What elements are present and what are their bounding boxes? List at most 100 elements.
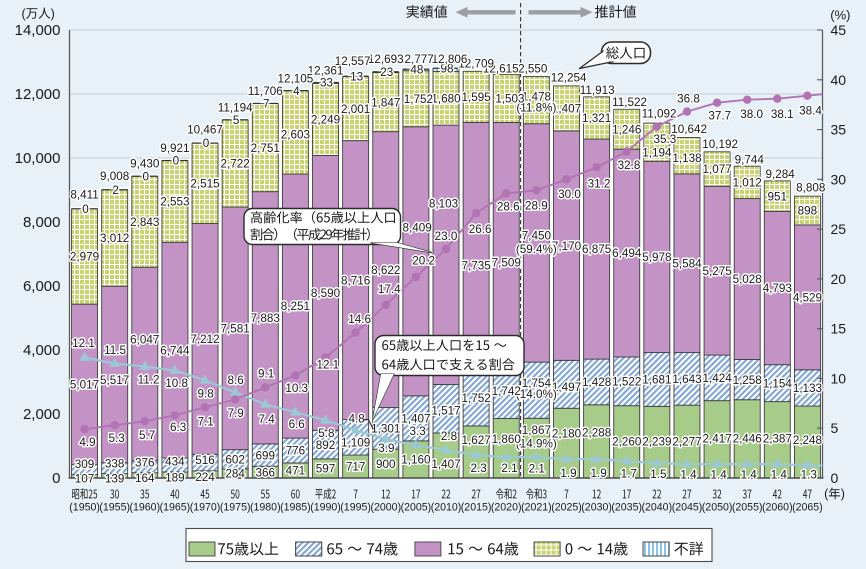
svg-text:17.4: 17.4 [378, 283, 401, 296]
svg-text:2,288: 2,288 [582, 427, 611, 440]
svg-text:0: 0 [52, 470, 60, 487]
svg-text:9.1: 9.1 [258, 367, 274, 380]
svg-text:1,428: 1,428 [582, 376, 611, 389]
svg-text:9,744: 9,744 [735, 154, 765, 167]
svg-text:(1960): (1960) [129, 501, 160, 513]
svg-text:6.3: 6.3 [170, 421, 186, 434]
svg-text:12,361: 12,361 [308, 65, 344, 78]
svg-text:3.9: 3.9 [378, 442, 394, 455]
svg-text:1,424: 1,424 [702, 372, 732, 385]
svg-text:(2000): (2000) [370, 501, 401, 513]
svg-text:1.4: 1.4 [771, 469, 788, 482]
svg-text:10: 10 [831, 370, 847, 386]
svg-text:2,248: 2,248 [793, 434, 822, 447]
svg-text:1,138: 1,138 [672, 152, 701, 165]
svg-text:1.4: 1.4 [710, 469, 727, 482]
svg-text:13: 13 [350, 70, 363, 83]
svg-text:10,192: 10,192 [702, 138, 738, 151]
svg-text:5,275: 5,275 [702, 265, 732, 278]
svg-text:7,212: 7,212 [190, 333, 219, 346]
svg-text:6,875: 6,875 [582, 243, 612, 256]
svg-text:602: 602 [225, 453, 245, 466]
svg-text:8,808: 8,808 [796, 181, 825, 194]
svg-text:4,000: 4,000 [23, 342, 61, 359]
svg-text:5.3: 5.3 [108, 432, 124, 445]
svg-text:(14.9%): (14.9%) [516, 437, 557, 450]
svg-text:(1965): (1965) [160, 501, 191, 513]
svg-text:717: 717 [346, 461, 366, 474]
svg-text:6,744: 6,744 [160, 344, 190, 357]
svg-text:(1985): (1985) [280, 501, 311, 513]
svg-text:(: ( [22, 7, 27, 21]
svg-text:9.8: 9.8 [198, 388, 214, 401]
svg-text:30: 30 [831, 171, 847, 187]
svg-text:1,133: 1,133 [793, 382, 822, 395]
svg-text:1,595: 1,595 [461, 91, 491, 104]
svg-text:2,515: 2,515 [190, 177, 220, 190]
svg-text:10,467: 10,467 [187, 123, 223, 136]
svg-text:2,001: 2,001 [341, 103, 370, 116]
svg-text:1,258: 1,258 [733, 374, 762, 387]
svg-text:1.9: 1.9 [560, 467, 576, 480]
svg-text:4.8: 4.8 [349, 413, 365, 426]
svg-text:1,752: 1,752 [461, 392, 490, 405]
svg-text:4,793: 4,793 [763, 282, 792, 295]
svg-text:1,160: 1,160 [401, 454, 431, 467]
svg-text:2,180: 2,180 [552, 428, 582, 441]
svg-text:(2060): (2060) [762, 501, 793, 513]
svg-text:(11.8%): (11.8%) [516, 102, 556, 115]
svg-text:(2020): (2020) [491, 501, 522, 513]
svg-text:892: 892 [316, 439, 336, 452]
svg-text:139: 139 [105, 472, 125, 485]
svg-text:15: 15 [831, 321, 847, 337]
svg-text:(2035): (2035) [611, 501, 642, 513]
svg-text:(2055): (2055) [732, 501, 763, 513]
svg-text:5: 5 [233, 114, 240, 127]
svg-text:10.8: 10.8 [165, 377, 188, 390]
svg-text:2,417: 2,417 [702, 432, 731, 445]
svg-text:(2030): (2030) [581, 501, 612, 513]
svg-text:1,627: 1,627 [461, 434, 490, 447]
svg-text:9,008: 9,008 [100, 170, 129, 183]
svg-text:12,806: 12,806 [432, 53, 468, 66]
svg-text:366: 366 [256, 466, 276, 479]
svg-text:6,000: 6,000 [23, 278, 61, 295]
svg-text:1,407: 1,407 [552, 103, 581, 116]
svg-text:8,000: 8,000 [23, 214, 61, 231]
svg-text:699: 699 [256, 449, 276, 462]
svg-text:38.1: 38.1 [771, 108, 794, 121]
svg-text:(1980): (1980) [250, 501, 281, 513]
svg-text:0: 0 [831, 470, 839, 486]
svg-text:164: 164 [135, 472, 155, 485]
svg-text:8,590: 8,590 [311, 287, 341, 300]
svg-text:7,581: 7,581 [221, 323, 250, 336]
svg-text:8.6: 8.6 [228, 374, 244, 387]
svg-text:(2045): (2045) [672, 501, 703, 513]
svg-text:(1995): (1995) [340, 501, 371, 513]
svg-text:32.8: 32.8 [618, 159, 641, 172]
svg-text:(2040): (2040) [641, 501, 672, 513]
svg-text:12,709: 12,709 [458, 57, 494, 70]
svg-text:5: 5 [831, 420, 839, 436]
svg-text:5,017: 5,017 [70, 379, 99, 392]
svg-text:9,284: 9,284 [765, 168, 795, 181]
svg-text:20: 20 [831, 271, 847, 287]
svg-text:338: 338 [105, 457, 125, 470]
svg-text:2,260: 2,260 [612, 435, 642, 448]
svg-text:1,321: 1,321 [582, 112, 611, 125]
svg-text:2,239: 2,239 [642, 435, 671, 448]
svg-text:597: 597 [316, 463, 336, 476]
svg-text:2,553: 2,553 [160, 196, 189, 209]
svg-text:12,000: 12,000 [15, 86, 61, 103]
svg-text:2,751: 2,751 [251, 142, 280, 155]
svg-text:284: 284 [225, 468, 245, 481]
svg-text:2,722: 2,722 [221, 158, 250, 171]
svg-text:1,681: 1,681 [642, 374, 671, 387]
svg-text:1,154: 1,154 [763, 377, 793, 390]
svg-text:1.4: 1.4 [680, 469, 697, 482]
svg-text:(1950): (1950) [69, 501, 100, 513]
svg-text:0: 0 [143, 170, 150, 183]
svg-text:5,028: 5,028 [733, 273, 762, 286]
svg-text:2,446: 2,446 [733, 432, 762, 445]
svg-text:8,251: 8,251 [281, 300, 310, 313]
